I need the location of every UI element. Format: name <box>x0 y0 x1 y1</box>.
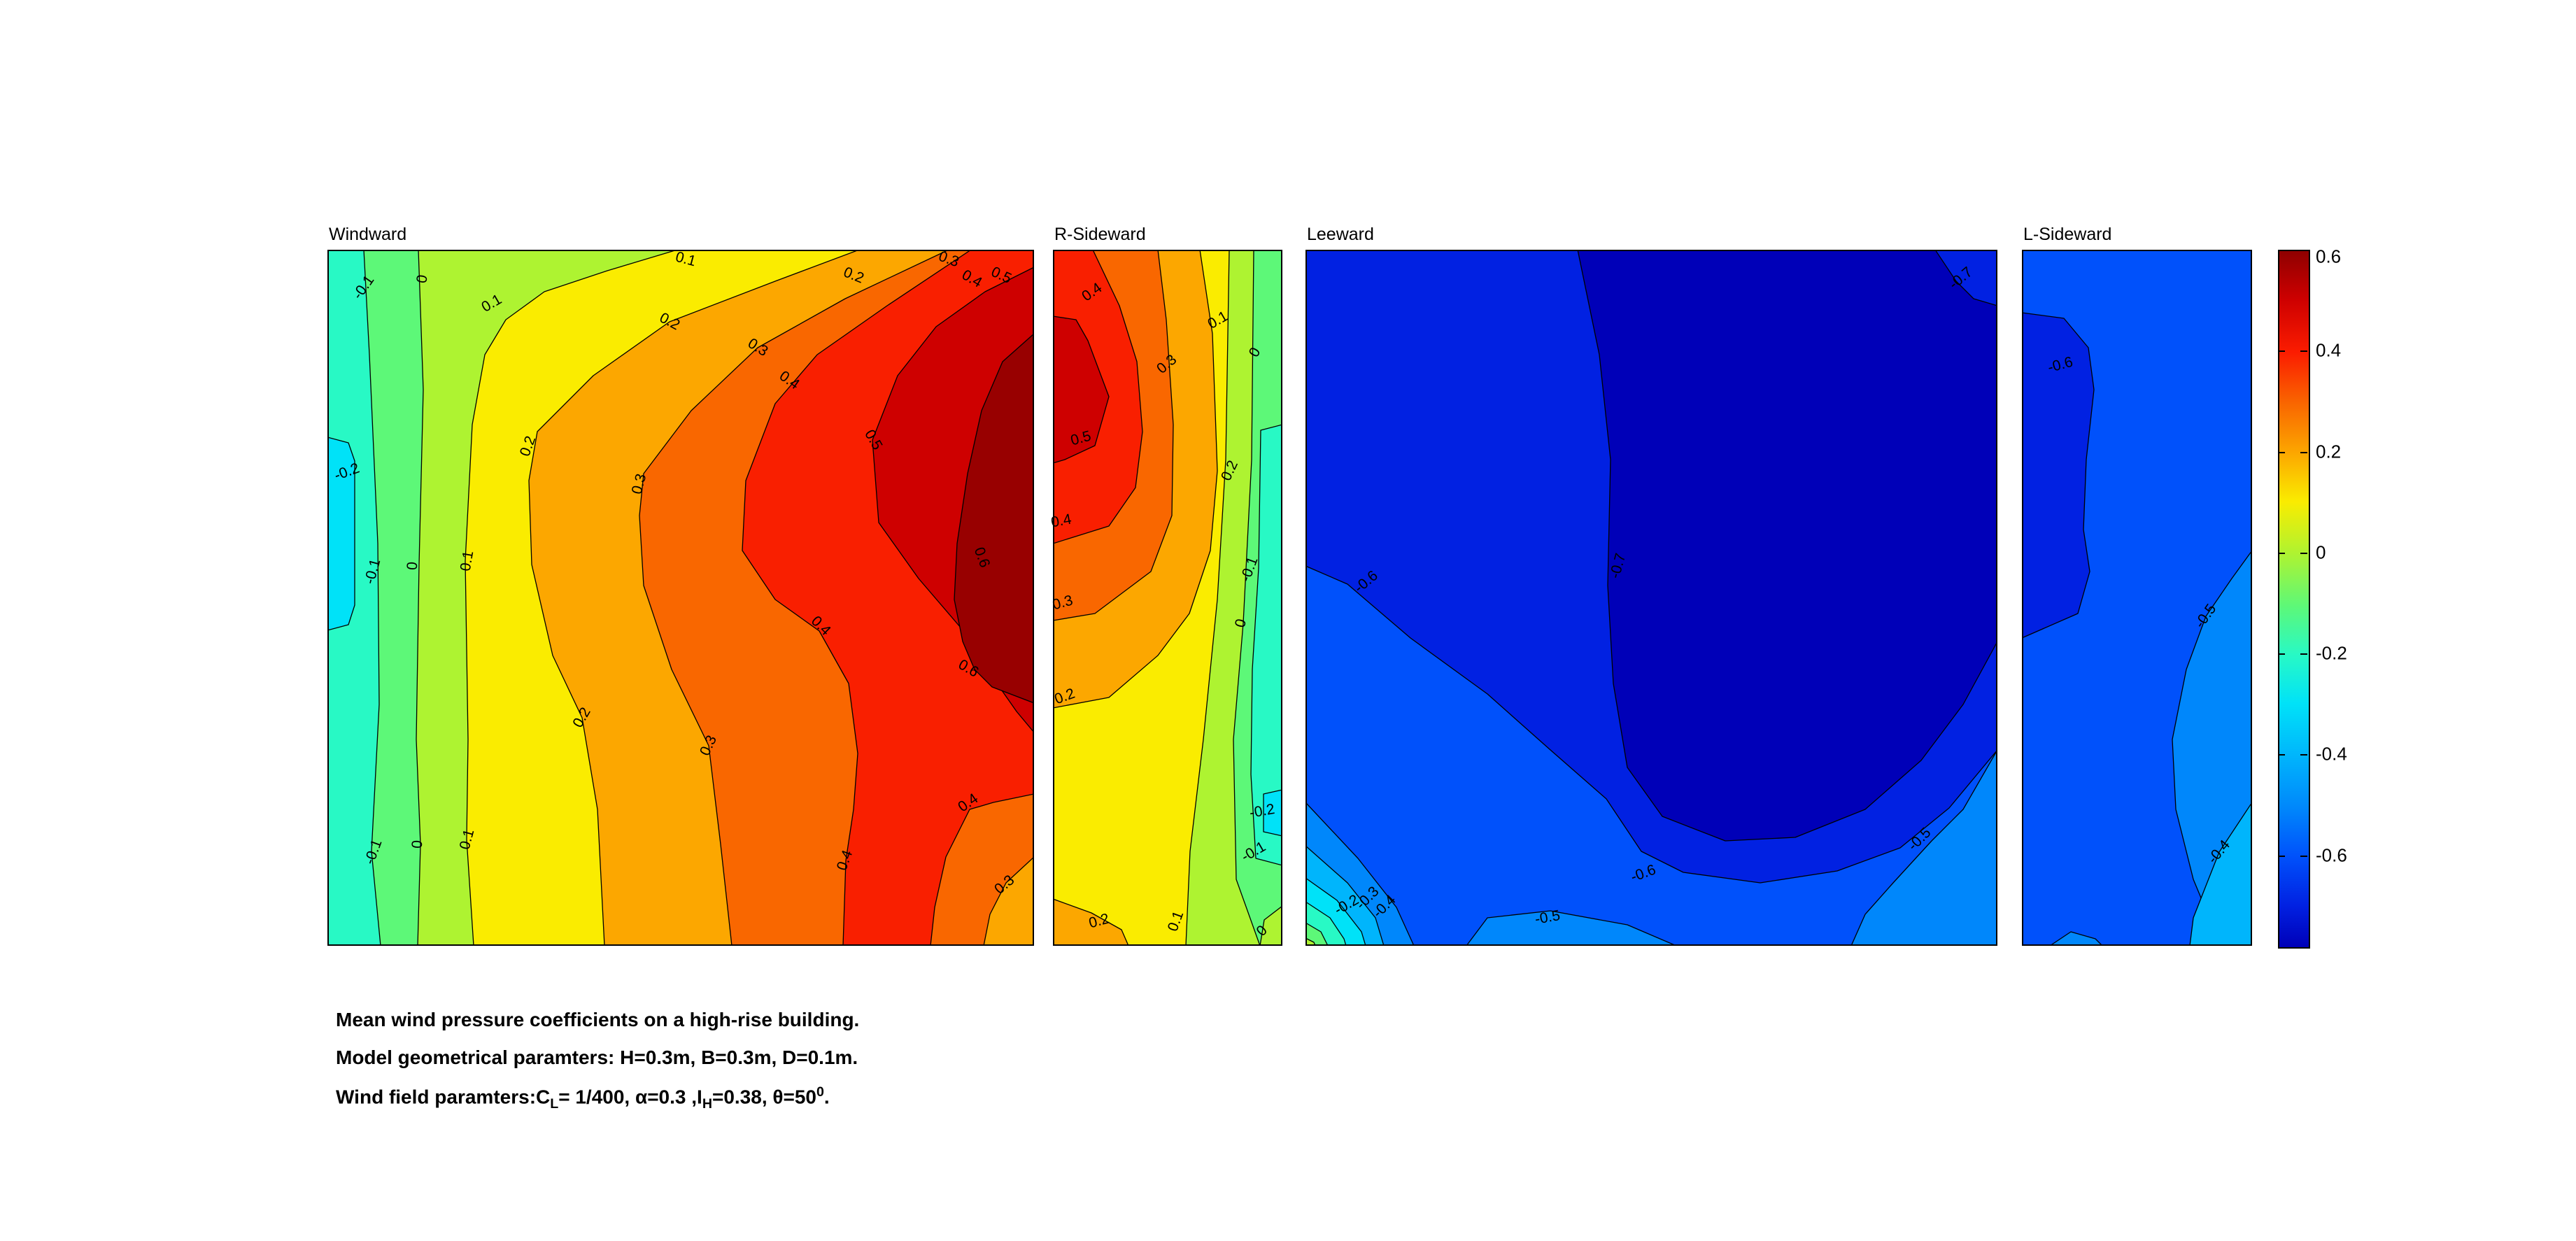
colorbar-tick-label: 0 <box>2316 541 2326 563</box>
contour-plot-windward <box>327 250 1034 946</box>
panel-windward: Windward -0.1 0 0.1 0.1 0.2 0.3 0.4 0.5 0.2 0.3 0.… <box>327 225 1034 946</box>
colorbar-tick-label: 0.6 <box>2316 246 2342 267</box>
caption-segment: =0.38, θ=50 <box>712 1086 817 1108</box>
panel-r-sideward: R-Sideward 0.4 0.5 0.3 0.1 0 0.2 0.4 0.3 -0.1 0 0.… <box>1050 225 1282 946</box>
caption-segment: = 1/400, α=0.3 ,I <box>558 1086 702 1108</box>
caption-segment: Wind field paramters:C <box>336 1086 551 1108</box>
caption-line-3: Wind field paramters:CL= 1/400, α=0.3 ,I… <box>336 1084 830 1112</box>
colorbar-tick-label: 0.4 <box>2316 339 2342 361</box>
caption-line-2: Model geometrical paramters: H=0.3m, B=0… <box>336 1047 858 1068</box>
colorbar-tick-label: -0.4 <box>2316 743 2347 765</box>
caption-line-1: Mean wind pressure coefficients on a hig… <box>336 1009 860 1030</box>
contour-plot-l-sideward <box>2022 250 2252 946</box>
panel-title-r-sideward: R-Sideward <box>1054 225 1146 244</box>
panel-l-sideward: L-Sideward -0.6 -0.5 -0.4 <box>2022 225 2252 946</box>
contour-plot-leeward <box>1305 250 1997 946</box>
panel-title-windward: Windward <box>329 225 407 244</box>
colorbar-tick-label: -0.2 <box>2316 642 2347 664</box>
panel-title-l-sideward: L-Sideward <box>2023 225 2112 244</box>
colorbar-tick-label: -0.6 <box>2316 844 2347 866</box>
caption-segment: H <box>702 1095 712 1112</box>
caption-segment: L <box>550 1095 559 1112</box>
caption-segment: 0 <box>816 1084 824 1100</box>
panel-leeward: Leeward -0.6 -0.7 -0.7 -0.6 -0.5 -0.5 -0.4 -0.3… <box>1305 225 1997 946</box>
contour-plot-r-sideward <box>1053 250 1282 946</box>
caption-segment: . <box>823 1086 830 1108</box>
colorbar <box>2278 250 2310 949</box>
colorbar-tick-label: 0.2 <box>2316 441 2342 462</box>
panel-title-leeward: Leeward <box>1307 225 1374 244</box>
